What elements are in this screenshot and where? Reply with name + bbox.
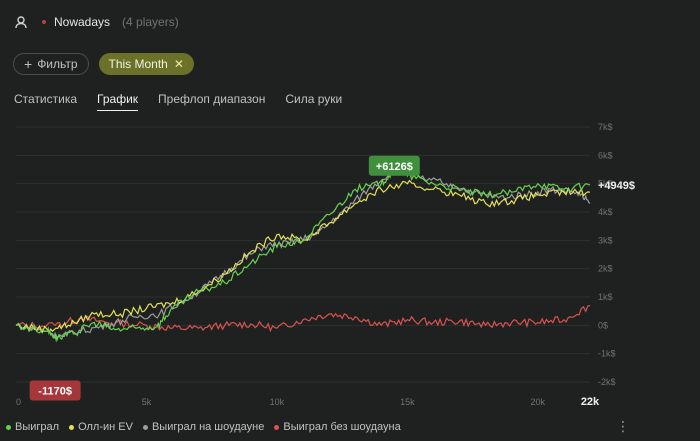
y-tick-label: 7k$ xyxy=(598,122,613,132)
max-value-badge: +6126$ xyxy=(368,155,420,176)
final-value-label: +4949$ xyxy=(598,180,635,192)
x-tick-label: 5k xyxy=(142,397,152,407)
plus-icon: + xyxy=(24,56,33,72)
x-tick-label: 10k xyxy=(270,397,285,407)
tab-preflop-range[interactable]: Префлоп диапазон xyxy=(158,92,266,106)
close-icon[interactable]: ✕ xyxy=(173,57,184,71)
legend-item-non-showdown[interactable]: Выиграл без шоудауна xyxy=(274,421,401,433)
player-name: Nowadays xyxy=(54,15,111,29)
y-tick-label: -2k$ xyxy=(598,377,616,387)
legend-item-won[interactable]: Выиграл xyxy=(6,421,59,433)
add-filter-button[interactable]: + Фильтр xyxy=(13,53,89,75)
month-label: This Month xyxy=(108,57,168,71)
header-bar: Nowadays (4 players) xyxy=(14,12,179,32)
series-line xyxy=(15,179,591,335)
y-tick-label: 3k$ xyxy=(598,235,613,245)
profit-chart[interactable]: 7k$ 6k$ 5k$ 4k$ 3k$ 2k$ 1k$ 0$ -1k$ -2k$ 0 5k 10k 15… xyxy=(0,115,700,415)
svg-text:+6126$: +6126$ xyxy=(376,161,413,173)
filter-label: Фильтр xyxy=(37,57,78,71)
more-options-icon[interactable]: ⋮ xyxy=(616,418,630,434)
legend-item-allin-ev[interactable]: Олл-ин EV xyxy=(69,421,133,433)
x-tick-label: 15k xyxy=(400,397,415,407)
y-tick-label: 2k$ xyxy=(598,264,613,274)
players-count: (4 players) xyxy=(122,15,179,29)
filter-bar: + Фильтр This Month ✕ xyxy=(13,53,194,75)
chart-legend: Выиграл Олл-ин EV Выиграл на шоудауне Вы… xyxy=(6,421,401,433)
tab-graph[interactable]: График xyxy=(97,92,139,111)
month-filter-chip[interactable]: This Month ✕ xyxy=(98,53,194,75)
legend-item-showdown[interactable]: Выиграл на шоудауне xyxy=(142,421,264,433)
y-tick-label: 0$ xyxy=(598,320,608,330)
x-tick-label: 0 xyxy=(16,397,21,407)
series-line xyxy=(15,166,591,343)
y-tick-label: 1k$ xyxy=(598,292,613,302)
tab-hand-strength[interactable]: Сила руки xyxy=(285,92,343,106)
y-tick-label: 4k$ xyxy=(598,207,613,217)
x-tick-label: 22k xyxy=(581,396,600,408)
y-tick-label: 5k$ xyxy=(598,179,613,189)
series-line xyxy=(15,304,591,333)
user-icon[interactable] xyxy=(14,15,28,29)
tab-bar: Статистика График Префлоп диапазон Сила … xyxy=(14,92,342,111)
svg-text:-1170$: -1170$ xyxy=(38,385,72,397)
status-dot xyxy=(42,20,46,24)
y-tick-label: -1k$ xyxy=(598,349,616,359)
y-tick-label: 6k$ xyxy=(598,150,613,160)
min-value-badge: -1170$ xyxy=(29,380,81,401)
tab-statistics[interactable]: Статистика xyxy=(14,92,78,106)
x-tick-label: 20k xyxy=(531,397,546,407)
